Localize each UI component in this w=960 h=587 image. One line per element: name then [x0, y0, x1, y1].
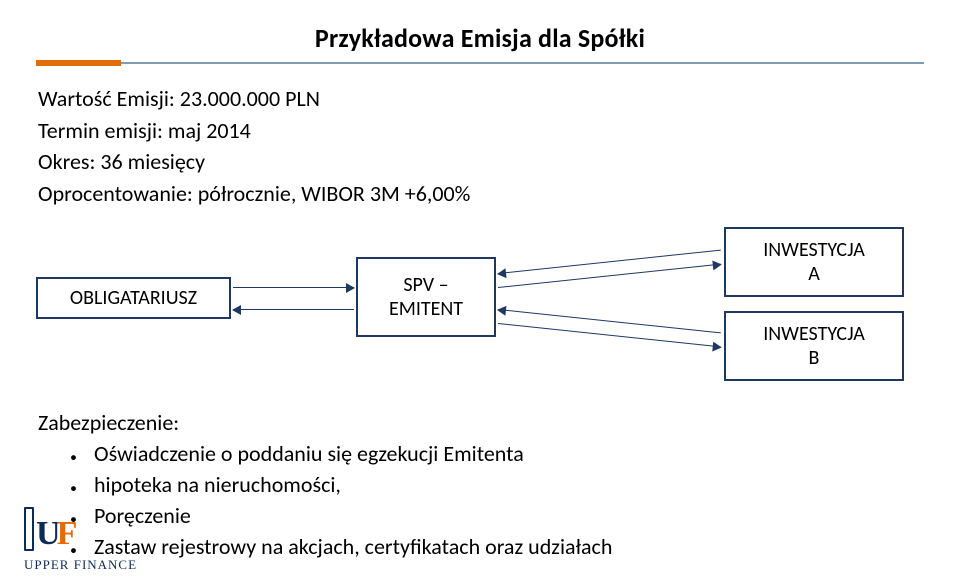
title-rule — [36, 60, 924, 66]
security-item: hipoteka na nieruchomości, — [94, 471, 924, 498]
security-title: Zabezpieczenie: — [38, 409, 924, 436]
box-label: B — [809, 346, 820, 370]
box-label: SPV – — [403, 273, 448, 297]
box-inwestycja-a: INWESTYCJA A — [724, 227, 904, 297]
arrow-left-icon — [233, 309, 354, 310]
box-label: INWESTYCJA — [763, 322, 865, 346]
info-rate: Oprocentowanie: półrocznie, WIBOR 3M +6,… — [38, 179, 924, 209]
arrow-left-icon — [498, 249, 721, 273]
arrow-right-icon — [233, 287, 354, 288]
box-label: OBLIGATARIUSZ — [70, 286, 197, 310]
box-obligatariusz: OBLIGATARIUSZ — [36, 277, 231, 319]
info-value: Wartość Emisji: 23.000.000 PLN — [38, 84, 924, 114]
structure-diagram: OBLIGATARIUSZ SPV – EMITENT INWESTYCJA A… — [36, 227, 924, 387]
arrow-right-icon — [498, 263, 721, 287]
logo-letter-f: F — [57, 517, 78, 551]
box-inwestycja-b: INWESTYCJA B — [724, 311, 904, 381]
box-label: EMITENT — [389, 297, 463, 321]
box-label: INWESTYCJA — [763, 238, 865, 262]
security-item: Oświadczenie o poddaniu się egzekucji Em… — [94, 440, 924, 467]
arrow-right-icon — [498, 323, 721, 347]
arrow-left-icon — [498, 309, 721, 333]
security-item: Zastaw rejestrowy na akcjach, certyfikat… — [94, 533, 924, 560]
emission-info: Wartość Emisji: 23.000.000 PLN Termin em… — [38, 84, 924, 209]
logo-bar-icon — [24, 507, 34, 551]
security-section: Zabezpieczenie: Oświadczenie o poddaniu … — [36, 409, 924, 560]
page-title: Przykładowa Emisja dla Spółki — [36, 22, 924, 54]
info-period: Okres: 36 miesięcy — [38, 147, 924, 177]
box-spv-emitent: SPV – EMITENT — [356, 257, 496, 337]
security-item: Poręczenie — [94, 502, 924, 529]
logo-name: UPPER FINANCE — [24, 557, 137, 573]
logo: U F UPPER FINANCE — [24, 507, 137, 573]
info-term: Termin emisji: maj 2014 — [38, 116, 924, 146]
box-label: A — [808, 262, 820, 286]
